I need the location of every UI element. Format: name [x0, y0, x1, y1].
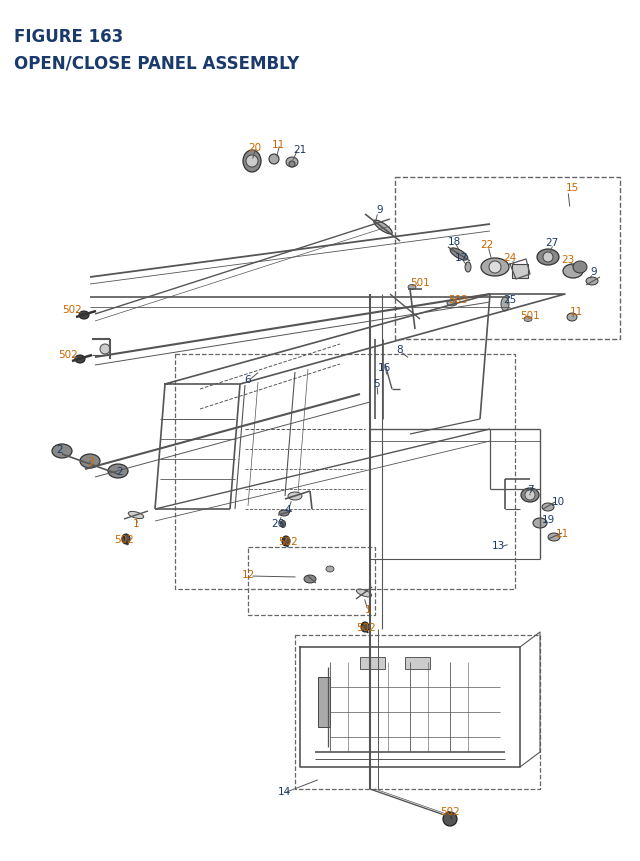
Text: 6: 6 [244, 375, 252, 385]
Ellipse shape [537, 250, 559, 266]
Text: 11: 11 [570, 307, 582, 317]
Text: 11: 11 [271, 139, 285, 150]
Ellipse shape [122, 535, 130, 544]
Ellipse shape [280, 521, 285, 528]
Text: 14: 14 [277, 786, 291, 796]
Ellipse shape [75, 356, 85, 363]
Text: 7: 7 [527, 485, 533, 494]
Circle shape [246, 156, 258, 168]
Bar [512, 264, 528, 279]
Ellipse shape [80, 455, 100, 468]
Ellipse shape [304, 575, 316, 583]
Ellipse shape [481, 258, 509, 276]
Circle shape [443, 812, 457, 826]
Ellipse shape [501, 298, 509, 312]
Ellipse shape [288, 492, 302, 500]
Text: 502: 502 [58, 350, 78, 360]
Text: 502: 502 [114, 535, 134, 544]
Ellipse shape [447, 300, 457, 307]
Ellipse shape [108, 464, 128, 479]
Text: OPEN/CLOSE PANEL ASSEMBLY: OPEN/CLOSE PANEL ASSEMBLY [14, 55, 300, 73]
Text: 1: 1 [132, 518, 140, 529]
Text: 503: 503 [448, 294, 468, 305]
Ellipse shape [450, 249, 468, 261]
Text: 502: 502 [62, 305, 82, 314]
Ellipse shape [524, 317, 532, 322]
Text: 20: 20 [248, 143, 262, 152]
Circle shape [489, 262, 501, 274]
Text: 16: 16 [378, 362, 390, 373]
Text: 501: 501 [520, 311, 540, 320]
Text: 5: 5 [372, 379, 380, 388]
Text: 1: 1 [365, 604, 371, 614]
Text: 4: 4 [285, 505, 291, 514]
Ellipse shape [243, 151, 261, 173]
Text: 21: 21 [293, 145, 307, 155]
Text: 8: 8 [397, 344, 403, 355]
Circle shape [100, 344, 110, 355]
Text: 18: 18 [447, 237, 461, 247]
Text: 23: 23 [561, 255, 575, 264]
Circle shape [289, 162, 295, 168]
Ellipse shape [374, 220, 392, 235]
Text: 19: 19 [541, 514, 555, 524]
Ellipse shape [269, 155, 279, 164]
Bar [405, 657, 430, 669]
Ellipse shape [408, 285, 416, 290]
Text: 2: 2 [116, 467, 124, 476]
Ellipse shape [548, 533, 560, 542]
Text: 17: 17 [454, 253, 468, 263]
Text: 11: 11 [556, 529, 568, 538]
Ellipse shape [567, 313, 577, 322]
Text: 12: 12 [241, 569, 255, 579]
Ellipse shape [361, 623, 369, 632]
Ellipse shape [279, 511, 289, 517]
Text: FIGURE 163: FIGURE 163 [14, 28, 124, 46]
Text: 9: 9 [591, 267, 597, 276]
Text: 2: 2 [57, 444, 63, 455]
Text: 15: 15 [565, 183, 579, 193]
Ellipse shape [282, 536, 290, 547]
Ellipse shape [286, 158, 298, 168]
Text: 24: 24 [504, 253, 516, 263]
Ellipse shape [586, 278, 598, 286]
Text: 9: 9 [377, 205, 383, 214]
Circle shape [525, 491, 535, 500]
Text: 25: 25 [504, 294, 516, 305]
Bar [318, 678, 330, 728]
Ellipse shape [128, 511, 144, 519]
Ellipse shape [533, 518, 547, 529]
Text: 13: 13 [492, 541, 504, 550]
Ellipse shape [326, 567, 334, 573]
Ellipse shape [79, 312, 89, 319]
Ellipse shape [52, 444, 72, 458]
Text: 502: 502 [356, 623, 376, 632]
Text: 502: 502 [440, 806, 460, 816]
Ellipse shape [465, 263, 471, 273]
Ellipse shape [573, 262, 587, 274]
Ellipse shape [521, 488, 539, 503]
Text: 502: 502 [278, 536, 298, 547]
Ellipse shape [356, 590, 372, 598]
Text: 3: 3 [86, 456, 93, 467]
Text: 22: 22 [481, 239, 493, 250]
Circle shape [543, 253, 553, 263]
Text: 10: 10 [552, 497, 564, 506]
Text: 26: 26 [271, 518, 285, 529]
Ellipse shape [563, 264, 583, 279]
Ellipse shape [542, 504, 554, 511]
Bar [360, 657, 385, 669]
Text: 27: 27 [545, 238, 559, 248]
Text: 501: 501 [410, 278, 430, 288]
